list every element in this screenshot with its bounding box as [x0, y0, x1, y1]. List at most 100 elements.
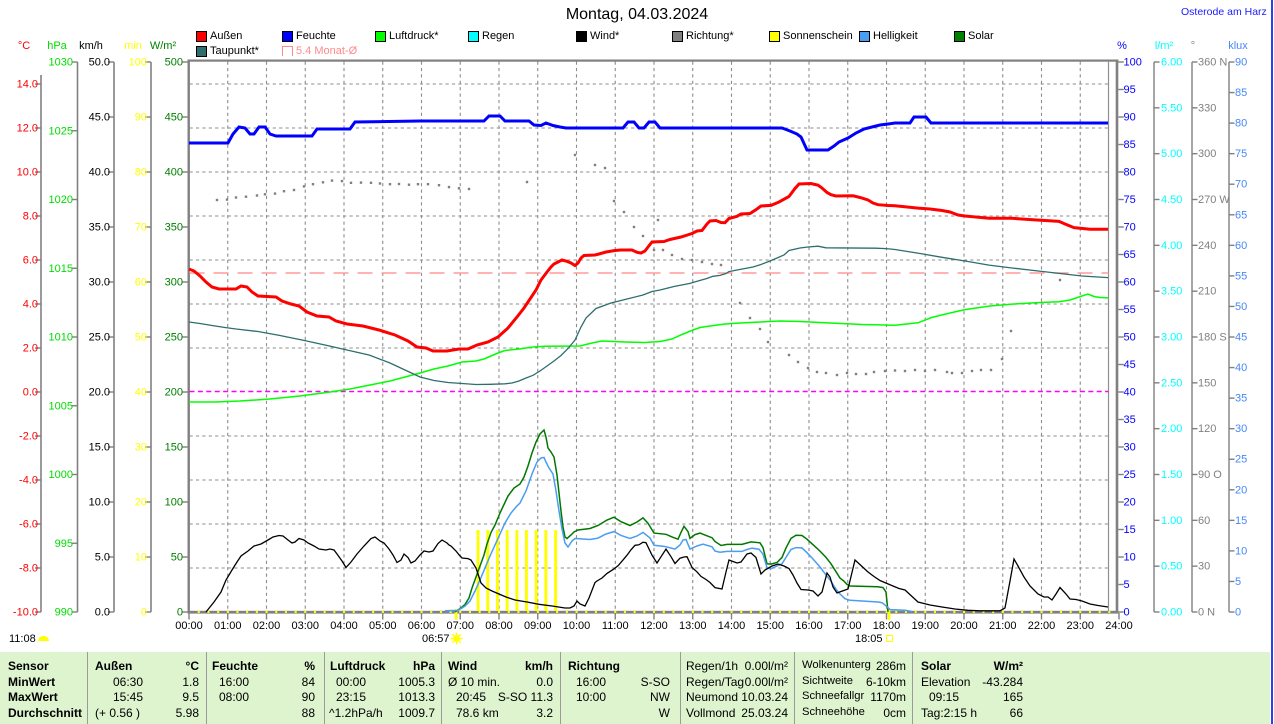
svg-text:75: 75 [1235, 148, 1247, 160]
svg-text:10:00: 10:00 [563, 620, 591, 632]
svg-text:60: 60 [1235, 240, 1247, 252]
svg-text:20: 20 [1235, 484, 1247, 496]
svg-text:100: 100 [165, 497, 183, 509]
svg-text:40: 40 [1235, 362, 1247, 374]
svg-text:70: 70 [1124, 222, 1136, 234]
svg-text:1030: 1030 [49, 57, 73, 69]
svg-text:4.0: 4.0 [23, 299, 38, 311]
svg-text:0 N: 0 N [1198, 606, 1215, 618]
svg-text:07:00: 07:00 [446, 620, 474, 632]
svg-text:70: 70 [135, 222, 147, 234]
svg-text:06:00: 06:00 [408, 620, 436, 632]
svg-text:25: 25 [1235, 454, 1247, 466]
svg-text:%: % [1117, 40, 1127, 52]
svg-text:4.50: 4.50 [1161, 194, 1182, 206]
svg-text:l/m²: l/m² [1155, 40, 1174, 52]
svg-text:0: 0 [141, 607, 147, 619]
svg-text:2.0: 2.0 [23, 343, 38, 355]
svg-text:35.0: 35.0 [89, 222, 110, 234]
svg-text:1005: 1005 [49, 400, 73, 412]
svg-text:1015: 1015 [49, 263, 73, 275]
svg-text:20:00: 20:00 [950, 620, 978, 632]
svg-text:0.50: 0.50 [1161, 561, 1182, 573]
svg-text:12:00: 12:00 [640, 620, 668, 632]
svg-text:30: 30 [1124, 442, 1136, 454]
svg-text:0: 0 [177, 607, 183, 619]
svg-text:14.0: 14.0 [17, 79, 38, 91]
svg-text:330: 330 [1198, 102, 1216, 114]
svg-text:08:00: 08:00 [485, 620, 513, 632]
svg-text:5.00: 5.00 [1161, 148, 1182, 160]
svg-text:400: 400 [165, 167, 183, 179]
svg-text:0.00: 0.00 [1161, 606, 1182, 618]
svg-text:-10.0: -10.0 [13, 607, 38, 619]
svg-text:1.00: 1.00 [1161, 515, 1182, 527]
svg-text:4.00: 4.00 [1161, 240, 1182, 252]
svg-text:02:00: 02:00 [253, 620, 281, 632]
svg-text:0: 0 [1124, 607, 1130, 619]
svg-text:80: 80 [1235, 118, 1247, 130]
svg-text:150: 150 [165, 442, 183, 454]
svg-text:55: 55 [1235, 270, 1247, 282]
svg-text:350: 350 [165, 222, 183, 234]
svg-text:50: 50 [171, 552, 183, 564]
svg-text:90: 90 [135, 112, 147, 124]
svg-text:klux: klux [1228, 40, 1248, 52]
svg-text:55: 55 [1124, 304, 1136, 316]
svg-text:03:00: 03:00 [291, 620, 319, 632]
svg-text:35: 35 [1235, 393, 1247, 405]
svg-text:1025: 1025 [49, 125, 73, 137]
svg-text:30: 30 [135, 442, 147, 454]
svg-text:250: 250 [165, 332, 183, 344]
svg-text:50: 50 [1124, 332, 1136, 344]
svg-text:500: 500 [165, 57, 183, 69]
svg-text:240: 240 [1198, 240, 1216, 252]
svg-text:3.00: 3.00 [1161, 331, 1182, 343]
svg-text:8.0: 8.0 [23, 211, 38, 223]
svg-text:10: 10 [1235, 545, 1247, 557]
svg-text:15: 15 [1124, 524, 1136, 536]
svg-text:13:00: 13:00 [679, 620, 707, 632]
svg-text:180 S: 180 S [1198, 331, 1227, 343]
svg-text:10: 10 [1124, 552, 1136, 564]
svg-text:995: 995 [55, 538, 73, 550]
svg-text:15:00: 15:00 [756, 620, 784, 632]
svg-text:120: 120 [1198, 423, 1216, 435]
svg-text:0.0: 0.0 [95, 607, 110, 619]
svg-text:14:00: 14:00 [718, 620, 746, 632]
svg-text:24:00: 24:00 [1105, 620, 1133, 632]
svg-text:01:00: 01:00 [214, 620, 242, 632]
svg-text:km/h: km/h [79, 40, 103, 52]
svg-text:85: 85 [1124, 139, 1136, 151]
svg-text:85: 85 [1235, 87, 1247, 99]
svg-text:19:00: 19:00 [911, 620, 939, 632]
svg-text:30: 30 [1235, 423, 1247, 435]
svg-text:3.50: 3.50 [1161, 286, 1182, 298]
svg-text:15.0: 15.0 [89, 442, 110, 454]
svg-text:18:00: 18:00 [873, 620, 901, 632]
svg-text:5.50: 5.50 [1161, 102, 1182, 114]
svg-text:20.0: 20.0 [89, 387, 110, 399]
svg-text:10.0: 10.0 [17, 167, 38, 179]
svg-text:40.0: 40.0 [89, 167, 110, 179]
svg-text:100: 100 [129, 57, 147, 69]
svg-text:0: 0 [1235, 607, 1241, 619]
svg-text:40: 40 [1124, 387, 1136, 399]
svg-text:270 W: 270 W [1198, 194, 1230, 206]
svg-text:150: 150 [1198, 377, 1216, 389]
svg-text:min: min [124, 40, 142, 52]
svg-text:1.50: 1.50 [1161, 469, 1182, 481]
svg-text:23:00: 23:00 [1066, 620, 1094, 632]
svg-text:-4.0: -4.0 [19, 475, 38, 487]
svg-text:°C: °C [18, 40, 30, 52]
svg-text:75: 75 [1124, 194, 1136, 206]
svg-text:00:00: 00:00 [175, 620, 203, 632]
svg-text:5: 5 [1124, 579, 1130, 591]
svg-text:300: 300 [165, 277, 183, 289]
svg-text:17:00: 17:00 [834, 620, 862, 632]
svg-text:10: 10 [135, 552, 147, 564]
svg-text:5.0: 5.0 [95, 552, 110, 564]
svg-text:22:00: 22:00 [1028, 620, 1056, 632]
svg-text:360 N: 360 N [1198, 57, 1227, 69]
svg-text:0.0: 0.0 [23, 387, 38, 399]
